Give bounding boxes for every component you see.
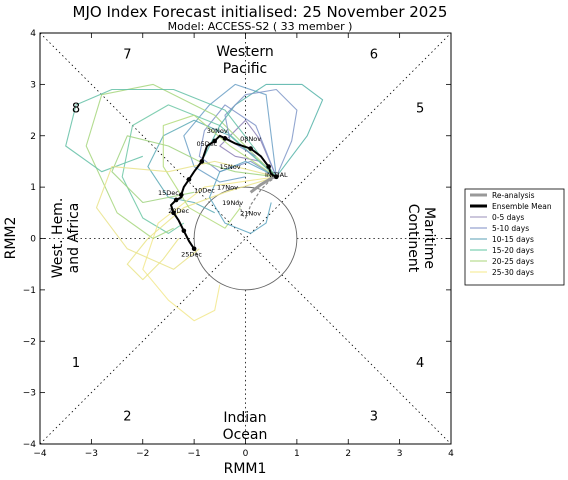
date-label-7: 25Dec xyxy=(181,250,202,258)
date-label-6: 20Dec xyxy=(168,207,189,215)
y-tick-label: −4 xyxy=(23,440,37,450)
ensemble-mean-point xyxy=(274,174,279,180)
ensemble-member-line-3 xyxy=(147,119,277,214)
ensemble-member-line-7 xyxy=(126,176,277,281)
region-label-right: Maritime Continent xyxy=(405,204,437,273)
ensemble-member-line-8 xyxy=(111,135,277,204)
legend-label: Re-analysis xyxy=(492,191,535,200)
ensemble-mean-point xyxy=(199,159,205,164)
region-left-line2: and Africa xyxy=(66,203,82,274)
region-right-line2: Continent xyxy=(405,204,421,273)
ensemble-mean-point xyxy=(186,177,192,182)
x-tick-label: −3 xyxy=(85,449,98,459)
x-tick-label: 2 xyxy=(345,449,351,459)
x-tick-label: −1 xyxy=(187,449,200,459)
region-label-bottom: Indian Ocean xyxy=(223,410,268,443)
legend-label: 25-30 days xyxy=(492,268,534,277)
region-top-line2: Pacific xyxy=(223,61,268,77)
phase-label-8: 8 xyxy=(72,101,80,116)
phase-label-3: 3 xyxy=(370,410,378,425)
y-tick-label: 1 xyxy=(30,183,36,193)
legend-label: 0-5 days xyxy=(492,213,524,222)
date-label-2: 05Dec xyxy=(197,140,218,148)
region-top-line1: Western xyxy=(216,44,273,60)
y-tick-label: 4 xyxy=(30,29,36,39)
y-tick-label: 3 xyxy=(30,80,36,90)
ensemble-member-line-1 xyxy=(198,104,277,178)
ensemble-mean-point xyxy=(212,138,217,144)
phase-label-2: 2 xyxy=(123,410,131,425)
y-tick-label: 0 xyxy=(30,235,36,245)
y-tick-label: −1 xyxy=(23,286,36,296)
ensemble-member-line-2 xyxy=(183,83,277,183)
x-tick-label: 4 xyxy=(448,449,454,459)
x-tick-label: −4 xyxy=(33,449,47,459)
ensemble-mean-point xyxy=(266,164,271,169)
phase-label-6: 6 xyxy=(370,48,378,63)
unit-circle xyxy=(193,186,298,291)
legend-label: 20-25 days xyxy=(492,257,534,266)
date-label-5: 15Dec xyxy=(158,189,179,197)
phase-label-4: 4 xyxy=(416,356,424,371)
ensemble-members xyxy=(65,83,324,322)
y-tick-label: −3 xyxy=(23,389,36,399)
ensemble-member-line-6 xyxy=(142,176,277,322)
date-label-4: 10Dec xyxy=(194,186,215,194)
ensemble-member-line-11 xyxy=(65,88,277,178)
chart-subtitle: Model: ACCESS-S2 ( 33 member ) xyxy=(168,20,353,33)
axis-ticks: −4 −3 −2 −1 0 1 2 3 4 −4 −3 −2 −1 0 1 2 3 4 xyxy=(23,29,454,459)
legend: Re-analysis Ensemble Mean 0-5 days 5-10 day… xyxy=(464,188,565,286)
legend-label: 15-20 days xyxy=(492,246,534,255)
ensemble-member-line-9 xyxy=(203,83,324,178)
y-tick-label: −2 xyxy=(23,337,36,347)
region-right-line1: Maritime xyxy=(421,207,437,269)
region-label-left: West. Hem. and Africa xyxy=(50,198,82,279)
y-tick-label: 2 xyxy=(30,132,36,142)
date-label-0: INITIAL xyxy=(265,171,288,179)
legend-label: Ensemble Mean xyxy=(492,202,552,211)
x-tick-label: 3 xyxy=(397,449,403,459)
x-tick-label: 0 xyxy=(243,449,249,459)
legend-label: 5-10 days xyxy=(492,224,529,233)
ensemble-member-line-4 xyxy=(121,104,277,234)
ensemble-mean-point xyxy=(171,210,176,216)
phase-dividers xyxy=(39,32,452,445)
ensemble-mean-layer: INITIAL 30Nov 05Dec 15Nov 10Dec 15Dec 20Dec 25D… xyxy=(158,127,288,258)
ensemble-spread-line xyxy=(237,176,277,220)
date-label-10: 21Nov xyxy=(240,209,261,217)
date-label-8: 17Nov xyxy=(217,184,238,192)
phase-label-7: 7 xyxy=(123,48,131,63)
date-label-1: 30Nov xyxy=(207,127,228,135)
region-bottom-line2: Ocean xyxy=(223,427,268,443)
x-axis-label: RMM1 xyxy=(224,461,267,477)
ensemble-mean-point xyxy=(173,197,179,203)
region-label-top: Western Pacific xyxy=(216,44,273,77)
legend-label: 10-15 days xyxy=(492,235,534,244)
chart-title: MJO Index Forecast initialised: 25 Novem… xyxy=(73,3,448,21)
y-axis-label: RMM2 xyxy=(3,217,19,260)
ensemble-mean-point xyxy=(222,136,228,141)
phase-label-5: 5 xyxy=(416,101,424,116)
date-label-3: 15Nov xyxy=(220,163,241,171)
phase-labels: 1 2 3 4 5 6 7 8 xyxy=(72,48,424,425)
ensemble-member-line-13 xyxy=(95,160,277,270)
ensemble-member-line-10 xyxy=(224,88,298,178)
x-tick-label: −2 xyxy=(136,449,149,459)
date-label-11: 08Nov xyxy=(240,135,261,143)
region-bottom-line1: Indian xyxy=(223,410,266,426)
ensemble-member-line-5 xyxy=(85,83,277,240)
x-tick-label: 1 xyxy=(294,449,300,459)
ensemble-member-line-12 xyxy=(162,114,277,229)
ensemble-mean-point xyxy=(248,146,253,151)
region-left-line1: West. Hem. xyxy=(50,198,66,279)
ensemble-mean-line xyxy=(169,134,277,250)
ensemble-mean-point xyxy=(181,228,187,234)
ensemble-mean-point xyxy=(191,246,197,252)
phase-label-1: 1 xyxy=(72,356,80,371)
ensemble-member-line-14 xyxy=(208,160,277,234)
ensemble-mean-point xyxy=(178,192,184,198)
date-label-9: 19Nov xyxy=(222,199,243,207)
